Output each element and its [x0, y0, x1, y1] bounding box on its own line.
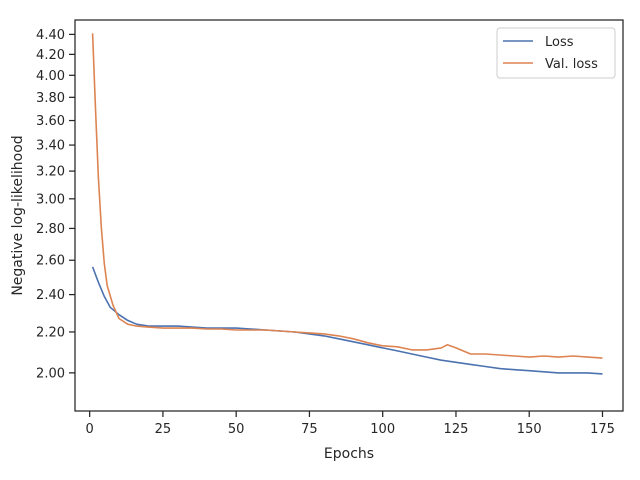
y-tick-label: 2.60 — [36, 254, 65, 269]
y-tick-label: 2.00 — [36, 366, 65, 381]
plot-frame — [74, 19, 624, 412]
x-tick-label: 125 — [444, 422, 469, 437]
y-tick-label: 4.40 — [36, 28, 65, 43]
y-tick-label: 3.00 — [36, 192, 65, 207]
x-tick-label: 75 — [301, 422, 318, 437]
x-tick-label: 0 — [86, 422, 94, 437]
y-tick-label: 4.00 — [36, 69, 65, 84]
y-tick-label: 3.40 — [36, 139, 65, 154]
legend: Loss Val. loss — [496, 27, 616, 79]
series-line-val-loss — [91, 33, 603, 359]
x-tick-label: 50 — [228, 422, 245, 437]
legend-label-val-loss: Val. loss — [545, 57, 598, 72]
y-tick-label: 3.60 — [36, 114, 65, 129]
x-tick-label: 25 — [155, 422, 172, 437]
x-tick-label: 100 — [370, 422, 395, 437]
y-tick-label: 3.20 — [36, 165, 65, 180]
series-line-loss — [91, 266, 603, 375]
y-tick-label: 2.40 — [36, 288, 65, 303]
y-tick-label: 3.80 — [36, 91, 65, 106]
legend-label-loss: Loss — [545, 35, 574, 50]
x-axis-label: Epochs — [324, 446, 374, 462]
y-axis-label: Negative log-likelihood — [10, 135, 26, 295]
series-layer — [91, 33, 603, 375]
ticks-layer: 0 25 50 75 100 125 150 175 2.00 2.20 2.40 2.60 2.80 3… — [36, 28, 615, 437]
x-tick-label: 150 — [517, 422, 542, 437]
y-tick-label: 4.20 — [36, 48, 65, 63]
x-tick-label: 175 — [590, 422, 615, 437]
y-tick-label: 2.80 — [36, 222, 65, 237]
y-tick-label: 2.20 — [36, 325, 65, 340]
